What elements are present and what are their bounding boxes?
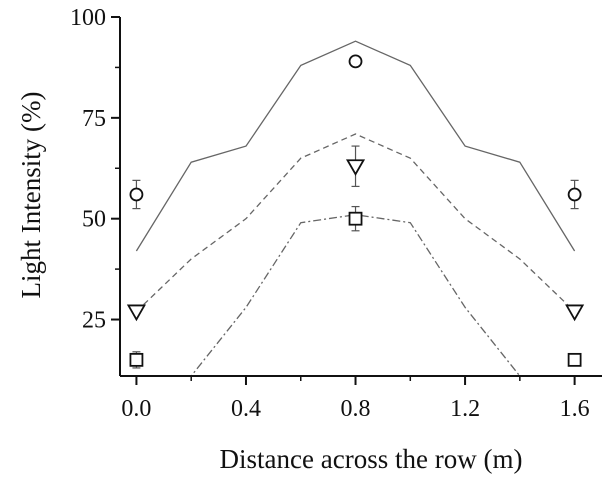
x-axis-title: Distance across the row (m) [220,444,523,474]
series-0-line [135,40,576,252]
series-5-point-0 [129,352,144,367]
series-2-line [136,214,575,377]
y-tick-label-0: 25 [82,308,106,334]
series-4-point-1 [345,159,366,177]
series-3-point-1 [348,54,363,69]
series-5-point-2 [567,352,582,367]
series-4-point-2 [565,304,585,322]
x-tick-label-0: 0.0 [121,396,151,422]
y-tick-label-3: 100 [70,5,106,31]
series-3-point-0 [129,187,144,202]
series-5-point-1 [348,211,363,226]
series-3-point-2 [567,187,582,202]
y-axis-title: Light Intensity (%) [16,92,46,299]
y-tick-label-2: 75 [82,106,106,132]
x-tick-label-2: 0.8 [341,396,371,422]
plot-area [126,40,585,377]
x-tick-label-1: 0.4 [231,396,261,422]
axes: 0.0 0.4 0.8 1.2 1.6 25 50 75 100 [70,5,602,422]
series-4-point-0 [126,304,146,322]
x-tick-label-4: 1.6 [560,396,590,422]
y-tick-label-1: 50 [82,207,106,233]
series-1-line [135,133,576,312]
x-tick-label-3: 1.2 [450,396,480,422]
